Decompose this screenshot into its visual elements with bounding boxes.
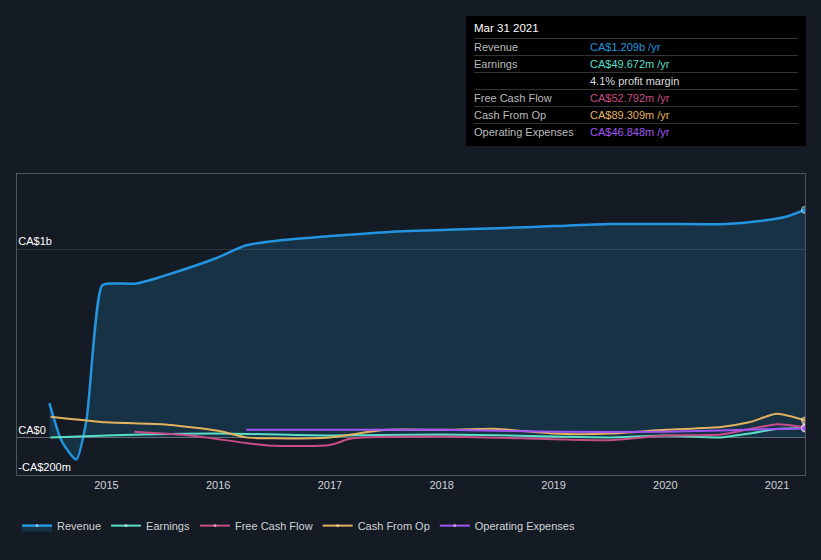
html-text:Mar 31 2021: Mar 31 2021: [474, 22, 539, 34]
html-text:CA$46.848m /yr: CA$46.848m /yr: [590, 126, 670, 138]
svg-text:2015: 2015: [94, 479, 118, 491]
svg-text:Operating Expenses: Operating Expenses: [475, 520, 575, 532]
html-text:Operating Expenses: Operating Expenses: [474, 126, 574, 138]
svg-text:2018: 2018: [429, 479, 453, 491]
html-text:CA$1.209b /yr: CA$1.209b /yr: [590, 41, 661, 53]
svg-text:Revenue: Revenue: [57, 520, 101, 532]
html-text:CA$52.792m /yr: CA$52.792m /yr: [590, 92, 670, 104]
html-text:4.1% profit margin: 4.1% profit margin: [590, 75, 680, 87]
svg-text:2021: 2021: [765, 479, 789, 491]
html-text:Cash From Op: Cash From Op: [474, 109, 547, 121]
svg-text:CA$0: CA$0: [18, 424, 46, 436]
html-text:CA$89.309m /yr: CA$89.309m /yr: [590, 109, 670, 121]
svg-text:2019: 2019: [541, 479, 565, 491]
svg-text:-CA$200m: -CA$200m: [18, 461, 71, 473]
svg-text:2020: 2020: [653, 479, 677, 491]
html-text:CA$49.672m /yr: CA$49.672m /yr: [590, 58, 670, 70]
html-text:Revenue: Revenue: [474, 41, 518, 53]
html-text:Earnings: Earnings: [474, 58, 518, 70]
svg-text:2016: 2016: [206, 479, 230, 491]
svg-text:Cash From Op: Cash From Op: [358, 520, 430, 532]
svg-text:Earnings: Earnings: [146, 520, 190, 532]
svg-text:Free Cash Flow: Free Cash Flow: [235, 520, 313, 532]
html-text:Free Cash Flow: Free Cash Flow: [474, 92, 552, 104]
svg-text:CA$1b: CA$1b: [18, 235, 52, 247]
svg-text:2017: 2017: [318, 479, 342, 491]
